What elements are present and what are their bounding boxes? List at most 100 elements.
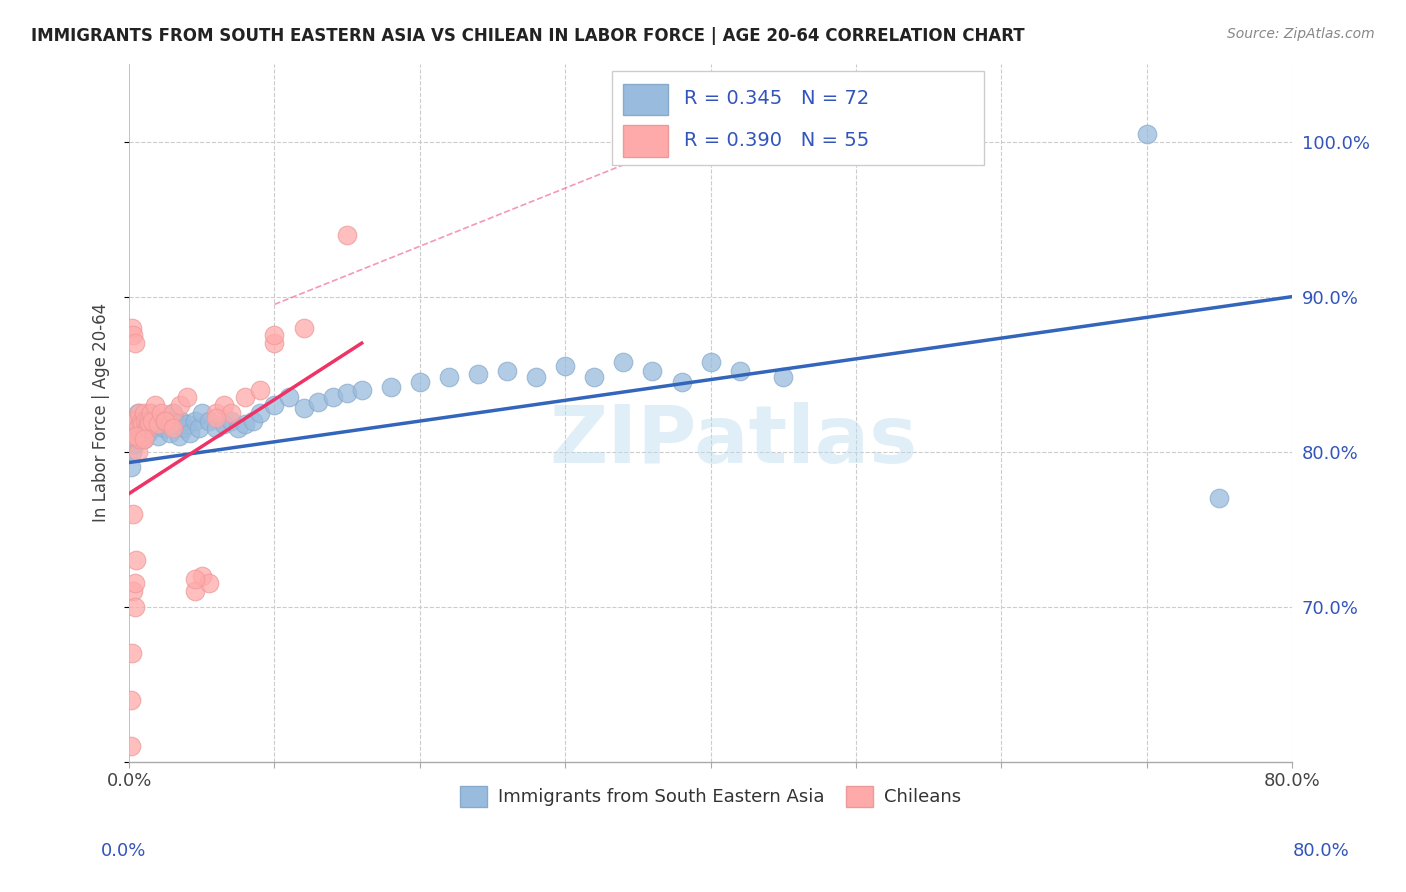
Point (132, 432, 155, 446)
Point (219, 414, 242, 428)
Point (162, 406, 184, 420)
Point (496, 364, 519, 378)
Point (127, 421, 149, 435)
Point (131, 421, 153, 435)
Point (307, 395, 329, 409)
Point (198, 414, 221, 428)
Point (612, 355, 634, 369)
Point (292, 320, 315, 334)
Point (212, 417, 235, 431)
Point (139, 406, 162, 420)
Point (322, 391, 344, 405)
Point (127, 421, 149, 435)
Point (128, 432, 150, 446)
Point (226, 421, 249, 435)
Point (122, 328, 145, 343)
Point (162, 421, 184, 435)
Point (212, 398, 235, 412)
FancyBboxPatch shape (623, 126, 668, 157)
Point (205, 410, 228, 425)
Point (139, 414, 162, 428)
Text: R = 0.345   N = 72: R = 0.345 N = 72 (683, 89, 869, 109)
Point (409, 375, 432, 389)
Point (122, 584, 145, 599)
Point (150, 406, 173, 420)
Point (121, 646, 143, 660)
Text: 80.0%: 80.0% (1294, 842, 1350, 860)
Point (124, 336, 146, 351)
Y-axis label: In Labor Force | Age 20-64: In Labor Force | Age 20-64 (93, 303, 110, 523)
Point (278, 391, 301, 405)
Point (165, 417, 187, 431)
Point (120, 739, 142, 754)
Point (249, 383, 271, 397)
FancyBboxPatch shape (623, 84, 668, 115)
Point (124, 599, 146, 614)
Point (125, 553, 148, 567)
Point (235, 417, 257, 431)
Point (467, 367, 489, 381)
Point (159, 426, 181, 441)
Point (122, 507, 145, 521)
Point (132, 406, 155, 420)
Point (128, 406, 150, 420)
Point (121, 320, 143, 334)
Point (129, 426, 152, 441)
Point (183, 584, 205, 599)
Point (187, 421, 209, 435)
Point (129, 414, 152, 428)
Point (162, 406, 184, 420)
Point (235, 391, 257, 405)
Point (183, 414, 205, 428)
Point (437, 370, 460, 384)
Point (138, 417, 160, 431)
Point (125, 414, 148, 428)
Point (1208, 491, 1230, 506)
Point (129, 429, 152, 443)
Point (125, 426, 148, 441)
Point (153, 421, 176, 435)
Point (641, 364, 664, 378)
Point (183, 572, 205, 586)
Point (728, 364, 751, 378)
Point (263, 336, 285, 351)
Point (249, 406, 271, 420)
Point (336, 385, 359, 400)
Point (129, 414, 152, 428)
Point (135, 417, 157, 431)
Point (146, 429, 169, 443)
Point (146, 417, 169, 431)
Point (159, 417, 181, 431)
Point (135, 421, 157, 435)
Point (263, 398, 285, 412)
Point (127, 444, 149, 458)
Point (121, 429, 143, 443)
FancyBboxPatch shape (612, 71, 984, 165)
Point (772, 370, 794, 384)
Point (122, 414, 145, 428)
Point (143, 398, 166, 412)
Point (336, 227, 359, 242)
Point (173, 421, 195, 435)
Point (1136, 127, 1159, 141)
Point (121, 421, 143, 435)
Text: IMMIGRANTS FROM SOUTH EASTERN ASIA VS CHILEAN IN LABOR FORCE | AGE 20-64 CORRELA: IMMIGRANTS FROM SOUTH EASTERN ASIA VS CH… (31, 27, 1025, 45)
Point (122, 429, 145, 443)
Point (124, 576, 146, 591)
Point (524, 370, 547, 384)
Point (121, 444, 143, 458)
Point (205, 421, 228, 435)
Point (141, 414, 163, 428)
Point (242, 414, 264, 428)
Point (155, 414, 177, 428)
Point (263, 328, 285, 343)
Point (125, 414, 148, 428)
Point (134, 414, 156, 428)
Point (167, 429, 190, 443)
Point (292, 401, 315, 416)
Point (191, 568, 214, 582)
Point (191, 406, 214, 420)
Point (131, 417, 153, 431)
Text: Source: ZipAtlas.com: Source: ZipAtlas.com (1227, 27, 1375, 41)
Point (179, 426, 201, 441)
